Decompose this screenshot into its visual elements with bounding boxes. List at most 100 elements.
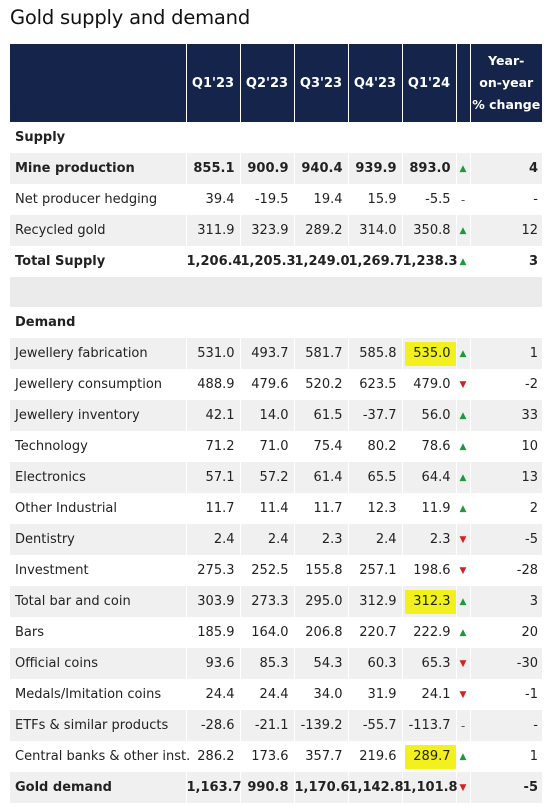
highlight-marker: 312.3	[405, 589, 456, 614]
cell-value: 24.4	[240, 679, 295, 710]
cell-value: 252.5	[240, 555, 295, 586]
cell-value: 93.6	[186, 648, 241, 679]
cell-value: 303.9	[186, 586, 241, 617]
cell-value: 65.3	[402, 648, 457, 679]
yoy-change-cell: -5	[470, 524, 542, 555]
cell-value: 581.7	[294, 338, 349, 369]
row-label: Bars	[10, 617, 187, 648]
table-row-technology: Technology 71.2 71.0 75.4 80.2 78.6 ▲ 10	[10, 431, 542, 462]
trend-cell: ▲	[456, 586, 471, 617]
cell-value: -139.2	[294, 710, 349, 741]
trend-cell: ▲	[456, 400, 471, 431]
yoy-change-cell: -30	[470, 648, 542, 679]
highlight-marker: 535.0	[405, 341, 456, 366]
section-spacer	[10, 277, 542, 307]
cell-value: 1,238.3	[402, 246, 458, 277]
table-row-recycled-gold: Recycled gold 311.9 323.9 289.2 314.0 350.8 ▲ 1…	[10, 215, 542, 246]
row-label: Jewellery fabrication	[10, 338, 187, 369]
table-row-gold-demand: Gold demand 1,163.7 990.8 1,170.6 1,142.8 1,1…	[10, 772, 542, 803]
row-label: Recycled gold	[10, 215, 187, 246]
table-row-etfs-similar-products: ETFs & similar products -28.6 -21.1 -139.2-…	[10, 710, 542, 741]
cell-value: -37.7	[348, 400, 403, 431]
trend-cell: ▲	[456, 246, 471, 277]
yoy-change-cell: -	[470, 184, 542, 215]
cell-value: 31.9	[348, 679, 403, 710]
cell-value: 34.0	[294, 679, 349, 710]
cell-value: 164.0	[240, 617, 295, 648]
trend-cell: ▼	[456, 555, 471, 586]
table-row-medals-imitation-coins: Medals/Imitation coins 24.4 24.4 34.0 31.9 24…	[10, 679, 542, 710]
yoy-change-cell: -2	[470, 369, 542, 400]
cell-value: 1,206.4	[186, 246, 242, 277]
table-row-investment: Investment 275.3 252.5 155.8 257.1 198.6 ▼ -28	[10, 555, 542, 586]
trend-cell: -	[456, 710, 471, 741]
cell-value: 2.3	[294, 524, 349, 555]
cell-value: 56.0	[402, 400, 457, 431]
cell-value: 357.7	[294, 741, 349, 772]
cell-value: 57.1	[186, 462, 241, 493]
yoy-change-cell: 2	[470, 493, 542, 524]
table-row-mine-production: Mine production 855.1 900.9 940.4 939.9 893.0…	[10, 153, 542, 184]
up-arrow-icon: ▲	[459, 627, 467, 638]
cell-value: 257.1	[348, 555, 403, 586]
yoy-change-cell: -5	[470, 772, 542, 803]
cell-value: 312.9	[348, 586, 403, 617]
cell-value: 2.4	[240, 524, 295, 555]
header-col-yoy: Year- on-year % change	[470, 44, 542, 122]
cell-value: 311.9	[186, 215, 241, 246]
table-row-central-banks-other-inst: Central banks & other inst. 286.2 173.6 357…	[10, 741, 542, 772]
yoy-change-cell: 3	[470, 246, 542, 277]
up-arrow-icon: ▲	[459, 503, 467, 514]
yoy-change-cell: 1	[470, 338, 542, 369]
row-label: Official coins	[10, 648, 187, 679]
yoy-change-cell: 33	[470, 400, 542, 431]
cell-value: 1,142.8	[348, 772, 404, 803]
trend-cell: ▲	[456, 338, 471, 369]
table-row-net-producer-hedging: Net producer hedging 39.4 -19.5 19.4 15.9 -5.…	[10, 184, 542, 215]
cell-value: 61.4	[294, 462, 349, 493]
header-col-q3-23: Q3'23	[294, 44, 349, 122]
cell-value: 24.4	[186, 679, 241, 710]
cell-value: 19.4	[294, 184, 349, 215]
table-row-official-coins: Official coins 93.6 85.3 54.3 60.3 65.3 ▼ -30	[10, 648, 542, 679]
table-row-total-supply: Total Supply 1,206.4 1,205.3 1,249.0 1,269.7…	[10, 246, 542, 277]
cell-value: 12.3	[348, 493, 403, 524]
trend-cell: ▼	[456, 369, 471, 400]
trend-cell: ▼	[456, 648, 471, 679]
down-arrow-icon: ▼	[459, 689, 467, 700]
trend-cell: ▲	[456, 215, 471, 246]
cell-value: -55.7	[348, 710, 403, 741]
cell-value: 173.6	[240, 741, 295, 772]
cell-value: 623.5	[348, 369, 403, 400]
cell-value: 57.2	[240, 462, 295, 493]
header-col-q1-24: Q1'24	[402, 44, 457, 122]
cell-value: 350.8	[402, 215, 457, 246]
down-arrow-icon: ▼	[459, 565, 467, 576]
cell-value: -5.5	[402, 184, 457, 215]
cell-value: 61.5	[294, 400, 349, 431]
trend-cell: ▼	[456, 524, 471, 555]
cell-value: 940.4	[294, 153, 349, 184]
yoy-change-cell: 4	[470, 153, 542, 184]
section-header-demand: Demand	[10, 307, 542, 338]
cell-value: 71.2	[186, 431, 241, 462]
row-label: Other Industrial	[10, 493, 187, 524]
header-col-q4-23: Q4'23	[348, 44, 403, 122]
yoy-change-cell: -1	[470, 679, 542, 710]
cell-value: 273.3	[240, 586, 295, 617]
row-label: Dentistry	[10, 524, 187, 555]
cell-value: -19.5	[240, 184, 295, 215]
cell-value: 11.9	[402, 493, 457, 524]
cell-value: 80.2	[348, 431, 403, 462]
trend-cell: ▲	[456, 617, 471, 648]
cell-value: 295.0	[294, 586, 349, 617]
trend-cell: ▲	[456, 431, 471, 462]
trend-cell: ▲	[456, 462, 471, 493]
cell-value: 479.0	[402, 369, 457, 400]
down-arrow-icon: ▼	[459, 658, 467, 669]
cell-value: 222.9	[402, 617, 457, 648]
cell-value: 939.9	[348, 153, 403, 184]
row-label: Gold demand	[10, 772, 187, 803]
cell-value: 1,163.7	[186, 772, 242, 803]
header-yoy-line2: on-year	[479, 75, 534, 90]
